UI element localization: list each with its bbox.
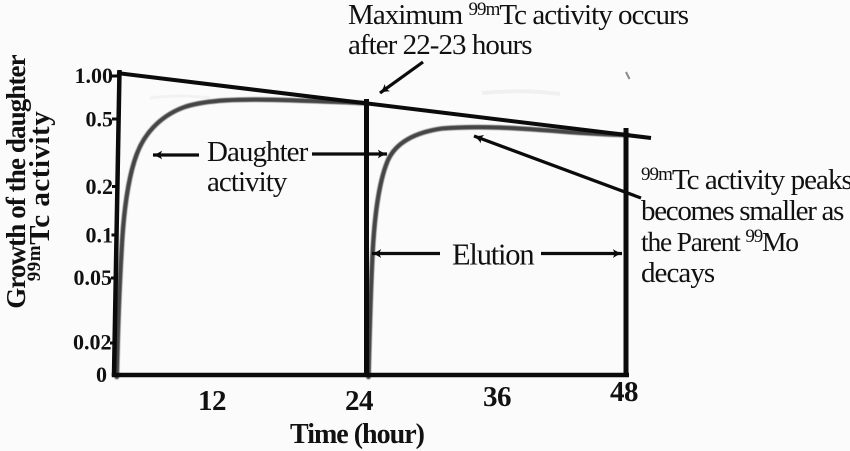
- svg-text:Growth of the daughter: Growth of the daughter: [1, 54, 31, 308]
- svg-text:Maximum 99mTc activity occurs: Maximum 99mTc activity occurs: [348, 0, 689, 31]
- svg-text:24: 24: [345, 385, 373, 417]
- svg-text:99mTc activity peaks: 99mTc activity peaks: [641, 164, 850, 196]
- svg-text:0.1: 0.1: [86, 223, 114, 248]
- svg-text:decays: decays: [641, 257, 715, 289]
- svg-text:Daughter: Daughter: [207, 136, 309, 168]
- svg-text:Time (hour): Time (hour): [290, 419, 425, 450]
- svg-text:0.05: 0.05: [74, 265, 113, 290]
- svg-text:0.2: 0.2: [86, 174, 114, 199]
- svg-text:Elution: Elution: [452, 238, 534, 272]
- svg-text:activity: activity: [207, 166, 288, 198]
- svg-text:48: 48: [610, 376, 638, 408]
- svg-text:99mTc activity: 99mTc activity: [24, 111, 56, 281]
- svg-text:36: 36: [483, 381, 511, 413]
- svg-text:0.02: 0.02: [73, 330, 112, 355]
- svg-text:after 22-23 hours: after 22-23 hours: [348, 29, 532, 61]
- svg-text:0: 0: [96, 362, 107, 387]
- svg-text:becomes smaller as: becomes smaller as: [641, 195, 844, 227]
- svg-text:1.00: 1.00: [75, 63, 114, 88]
- svg-text:0.5: 0.5: [86, 107, 114, 132]
- svg-text:12: 12: [198, 385, 226, 417]
- svg-text:the Parent 99Mo: the Parent 99Mo: [641, 226, 798, 257]
